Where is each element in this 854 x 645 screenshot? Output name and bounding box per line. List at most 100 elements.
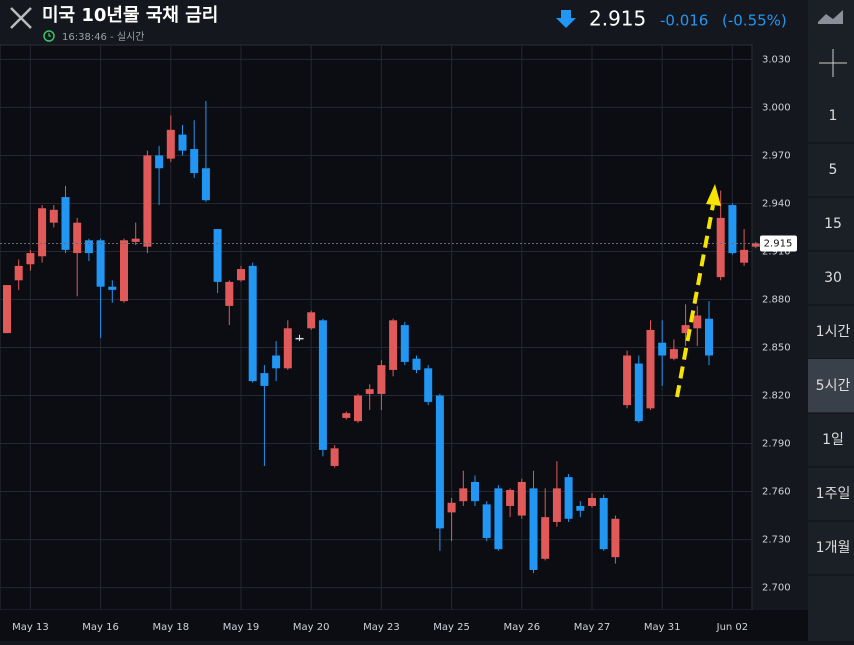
candle-body — [389, 320, 398, 370]
interval-button[interactable]: 1시간 — [816, 324, 851, 340]
candle-body — [529, 488, 538, 570]
candle-body — [400, 325, 409, 362]
interval-button[interactable]: 15 — [824, 216, 842, 232]
candle-body — [459, 488, 468, 502]
chart-type-icon[interactable] — [818, 10, 843, 24]
candle-body — [494, 488, 503, 550]
candle-body — [96, 240, 105, 287]
candle-body — [3, 285, 11, 334]
candle-body — [283, 328, 292, 369]
x-tick-label: May 31 — [644, 622, 681, 633]
candle-body — [681, 325, 690, 334]
candle-body — [38, 208, 47, 257]
y-tick-label: 2.850 — [762, 343, 791, 354]
candle-body — [412, 358, 421, 370]
candle-body — [705, 318, 713, 356]
x-axis-area — [0, 610, 808, 641]
y-tick-label: 2.940 — [762, 198, 791, 209]
candle-body — [260, 373, 269, 386]
interval-button[interactable]: 1일 — [822, 432, 844, 448]
close-button[interactable] — [10, 7, 32, 29]
change-pct: (-0.55%) — [722, 12, 787, 30]
candle-body — [342, 413, 351, 418]
y-tick-label: 2.730 — [762, 535, 791, 546]
candle-body — [213, 229, 222, 282]
candle-body — [330, 448, 339, 466]
candle-body — [541, 517, 550, 559]
candle-body — [201, 168, 210, 201]
candle-body — [272, 355, 281, 369]
candle-body — [190, 149, 199, 174]
candle-body — [482, 504, 491, 538]
last-price-badge — [760, 235, 797, 252]
candle-body — [131, 238, 140, 242]
candle-body — [14, 265, 23, 281]
candle-body — [84, 240, 93, 254]
candle-body — [49, 209, 58, 223]
candle-body — [669, 349, 678, 359]
x-tick-label: May 16 — [82, 622, 119, 633]
y-tick-label: 2.700 — [762, 583, 791, 594]
clock-hand — [48, 33, 51, 37]
candle-body — [307, 312, 316, 329]
interval-button[interactable]: 5 — [829, 162, 838, 178]
interval-button[interactable]: 1개월 — [816, 540, 851, 556]
x-tick-label: May 13 — [12, 622, 49, 633]
y-tick-label: 2.880 — [762, 294, 791, 305]
price: 2.915 — [589, 7, 646, 31]
candle-body — [517, 481, 526, 516]
interval-button[interactable]: 1 — [829, 108, 838, 124]
candle-body — [716, 217, 725, 278]
candle-body — [424, 368, 433, 402]
candle-body — [634, 363, 643, 422]
candle-body — [26, 253, 35, 265]
candle-body — [318, 320, 327, 450]
x-tick-label: May 18 — [153, 622, 190, 633]
candle-body — [248, 265, 257, 382]
interval-button[interactable]: 1주일 — [816, 486, 851, 502]
candle-body — [237, 269, 245, 281]
candle-body — [588, 497, 596, 506]
y-tick-label: 2.910 — [762, 246, 791, 257]
candle-body — [751, 243, 760, 247]
sidebar — [808, 0, 854, 641]
candle-body — [143, 155, 152, 247]
x-tick-label: May 23 — [363, 622, 400, 633]
candle-body — [506, 489, 515, 506]
candle-body — [178, 134, 187, 151]
y-tick-label: 3.030 — [762, 54, 791, 65]
candle-body — [728, 205, 737, 254]
plot-area — [0, 44, 753, 611]
x-tick-label: May 25 — [433, 622, 470, 633]
crosshair-icon[interactable] — [819, 49, 847, 77]
interval-button[interactable]: 5시간 — [816, 378, 851, 394]
candle-body — [354, 395, 362, 422]
candle-body — [73, 222, 82, 254]
candle-body — [377, 365, 386, 394]
y-tick-label: 2.790 — [762, 439, 791, 450]
candle-body — [120, 240, 128, 302]
candle-body — [658, 342, 667, 356]
x-tick-label: May 19 — [223, 622, 260, 633]
candle-body — [108, 286, 117, 290]
candle-body — [564, 477, 573, 519]
candle-body — [365, 389, 374, 394]
candle-body — [623, 355, 632, 406]
y-tick-label: 2.760 — [762, 487, 791, 498]
time: 16:38:46 - 실시간 — [62, 31, 144, 43]
candle-body — [646, 329, 655, 409]
candle-body — [155, 155, 164, 169]
last-price-label: 2.915 — [764, 238, 793, 249]
x-tick-label: May 26 — [504, 622, 541, 633]
x-tick-label: May 20 — [293, 622, 330, 633]
title: 미국 10년물 국채 금리 — [42, 5, 218, 26]
y-tick-label: 2.970 — [762, 150, 791, 161]
annotation-arrowhead — [706, 184, 721, 206]
interval-selected — [808, 359, 854, 413]
interval-button[interactable]: 30 — [824, 270, 842, 286]
candle-body — [295, 337, 304, 340]
y-tick-label: 2.820 — [762, 391, 791, 402]
candle-body — [599, 497, 608, 550]
